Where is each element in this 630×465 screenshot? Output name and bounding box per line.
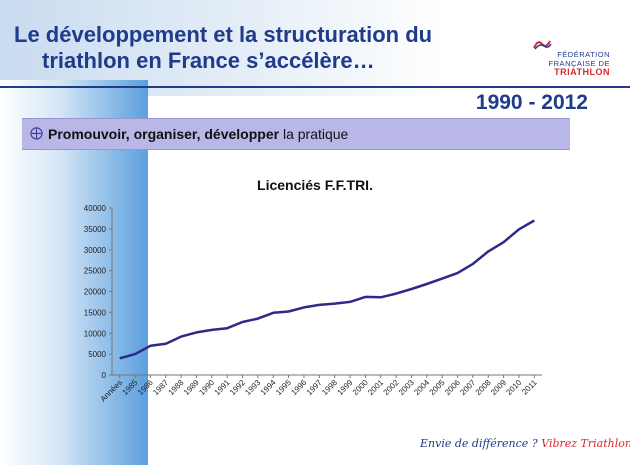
x-tick-label: 1985 [121, 378, 140, 397]
x-tick-label: 2011 [520, 378, 539, 397]
x-tick-label: 1987 [151, 378, 170, 397]
x-tick-label: 1998 [320, 378, 339, 397]
x-tick-label: 2003 [397, 378, 416, 397]
objective-banner: ⨁ Promouvoir, organiser, développer la p… [22, 118, 570, 150]
x-tick-label: 1997 [305, 378, 324, 397]
footer-part-2: Vibrez Triathlon ! [541, 437, 630, 450]
y-tick-label: 35000 [84, 225, 107, 234]
banner-bold: Promouvoir, organiser, développer [48, 126, 280, 142]
bullet-icon: ⨁ [30, 125, 43, 140]
logo-line-2: FRANÇAISE DE [548, 59, 610, 68]
x-tick-label: 1990 [197, 378, 216, 397]
y-tick-label: 30000 [84, 246, 107, 255]
x-tick-label: 2007 [458, 378, 477, 397]
y-tick-label: 40000 [84, 204, 107, 213]
y-tick-label: 20000 [84, 288, 107, 297]
x-tick-label: 2010 [504, 378, 523, 397]
x-tick-label: 1992 [228, 378, 247, 397]
logo-line-1: FÉDÉRATION [557, 50, 610, 59]
ffti-logo: FÉDÉRATION FRANÇAISE DE TRIATHLON [530, 36, 610, 78]
banner-text: Promouvoir, organiser, développer la pra… [48, 126, 348, 142]
y-tick-label: 0 [102, 371, 107, 380]
x-tick-label: 1994 [259, 378, 278, 397]
x-tick-label: 1999 [336, 378, 355, 397]
y-tick-label: 25000 [84, 267, 107, 276]
banner-rest: la pratique [279, 126, 349, 142]
y-tick-label: 15000 [84, 308, 107, 317]
series-line [119, 219, 535, 360]
x-tick-label: 2002 [382, 378, 401, 397]
x-tick-label: 1988 [167, 378, 186, 397]
x-tick-label: 1993 [243, 378, 262, 397]
logo-mark-icon [533, 40, 552, 50]
logo-line-3: TRIATHLON [554, 67, 610, 77]
x-tick-label: 2008 [474, 378, 493, 397]
y-tick-label: 5000 [88, 350, 106, 359]
x-tick-label: 2006 [443, 378, 462, 397]
x-tick-label: 1989 [182, 378, 201, 397]
x-tick-label: 2009 [489, 378, 508, 397]
chart-title: Licenciés F.F.TRI. [257, 177, 373, 193]
y-tick-label: 10000 [84, 329, 107, 338]
x-tick-label: 1996 [289, 378, 308, 397]
x-tick-label: 2005 [428, 378, 447, 397]
x-tick-label: 1986 [136, 378, 155, 397]
header-rule [0, 86, 630, 88]
slide-title: Le développement et la structuration du … [14, 22, 484, 74]
x-tick-label: 2001 [366, 378, 385, 397]
x-tick-label: 1991 [213, 378, 232, 397]
footer-part-1: Envie de différence ? [420, 437, 542, 450]
title-line-1: Le développement et la structuration du [14, 22, 433, 47]
licencies-line-chart: 0 5000 10000 15000 20000 25000 30000 35000 40000… [84, 204, 542, 404]
x-tick-label: 1995 [274, 378, 293, 397]
x-tick-label: 2004 [412, 378, 431, 397]
period-label: 1990 - 2012 [475, 91, 588, 114]
x-tick-label: 2000 [351, 378, 370, 397]
title-line-2: triathlon en France s’accélère… [42, 48, 375, 73]
footer-slogan: Envie de différence ? Vibrez Triathlon ! [420, 437, 630, 450]
